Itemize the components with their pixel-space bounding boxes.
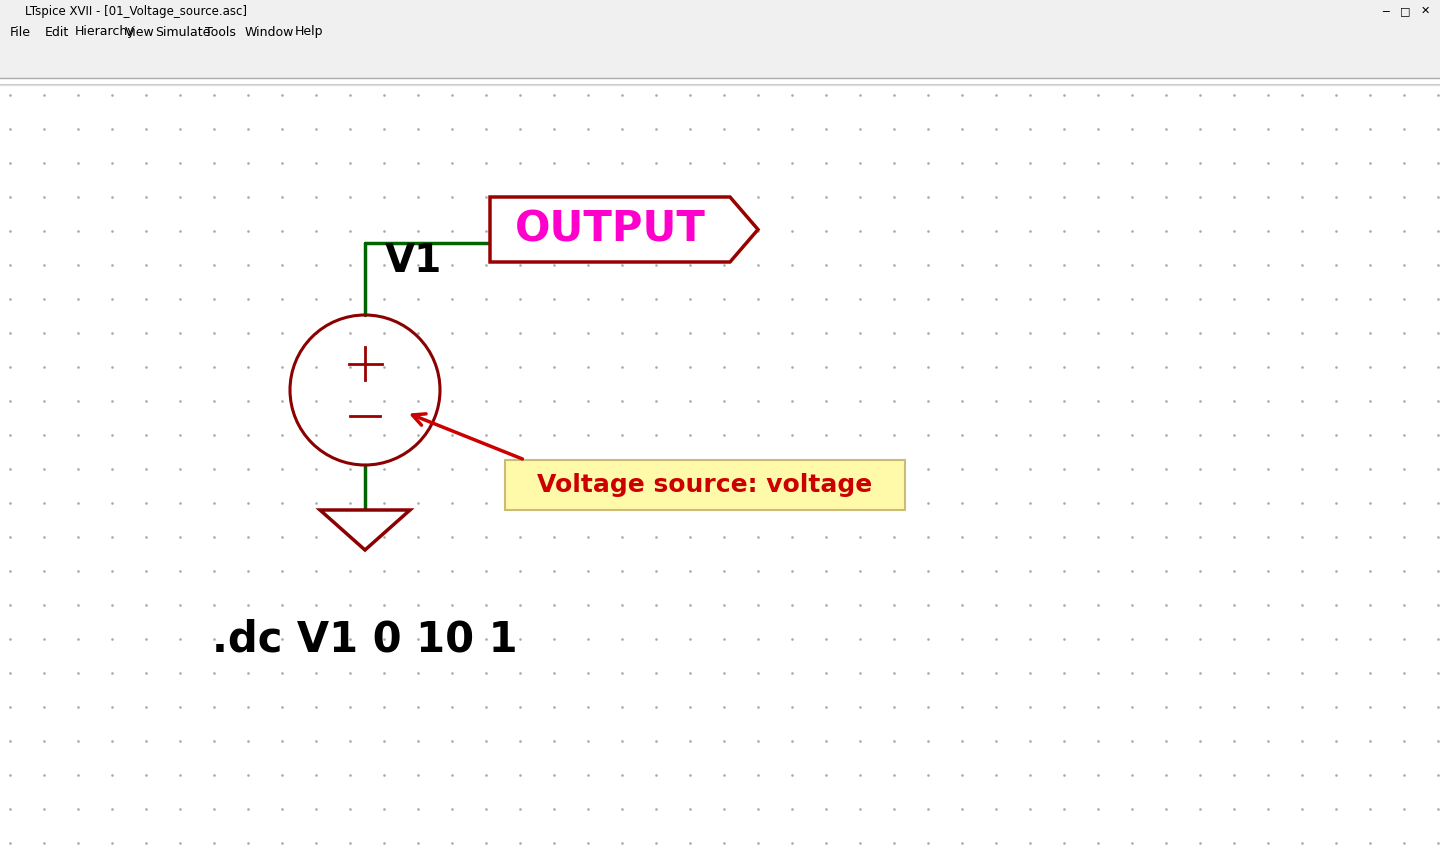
Bar [0,0,1440,22]
Text: V1: V1 [384,242,442,280]
Text: LTspice XVII - [01_Voltage_source.asc]: LTspice XVII - [01_Voltage_source.asc] [24,4,248,17]
Text: OUTPUT: OUTPUT [514,208,706,250]
Polygon shape [490,197,757,262]
Text: Edit: Edit [45,26,69,39]
Text: Simulate: Simulate [156,26,210,39]
Bar [0,22,1440,42]
Text: .dc V1 0 10 1: .dc V1 0 10 1 [212,619,518,661]
Text: □: □ [1400,6,1410,16]
Text: File: File [10,26,32,39]
Polygon shape [320,510,410,550]
Text: Voltage source: voltage: Voltage source: voltage [537,473,873,497]
Text: ─: ─ [1381,6,1388,16]
Text: Tools: Tools [204,26,236,39]
Text: Window: Window [245,26,294,39]
Text: Help: Help [295,26,324,39]
Bar [0,42,1440,78]
Text: Hierarchy: Hierarchy [75,26,135,39]
Text: View: View [125,26,154,39]
Bar [505,460,904,510]
Text: ✕: ✕ [1420,6,1430,16]
